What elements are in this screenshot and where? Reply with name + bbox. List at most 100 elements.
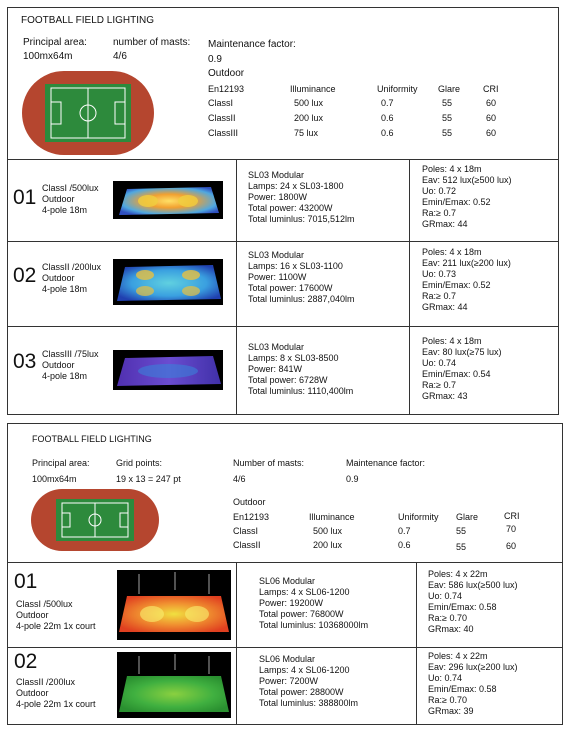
top-entry-2-result-eav: Eav: 211 lux(≥200 lux): [422, 258, 511, 268]
top-table-row1-glare: 55: [442, 98, 453, 108]
bottom-entry-2-result-poles: Poles: 4 x 22m: [428, 651, 488, 661]
bottom-entry-2-result-gr: GRmax: 39: [428, 706, 474, 716]
bottom-entry-2-spec-total-power: Total power: 28800W: [259, 687, 344, 697]
top-entry-3-spec-lamps: Lamps: 8 x SL03-8500: [248, 353, 339, 363]
bottom-table-row2-uniformity: 0.6: [398, 540, 411, 550]
top-table-row3-cri: 60: [486, 128, 497, 138]
top-entry-1-result-poles: Poles: 4 x 18m: [422, 164, 482, 174]
bottom-entry-1-result-poles: Poles: 4 x 22m: [428, 569, 488, 579]
top-title: FOOTBALL FIELD LIGHTING: [21, 15, 154, 26]
top-entry-2-spec-luminous: Total luminlus: 2887,040lm: [248, 294, 355, 304]
bottom-outdoor: Outdoor: [233, 497, 266, 507]
bottom-entry-1-spec-lamps: Lamps: 4 x SL06-1200: [259, 587, 350, 597]
top-table-row2-lux: 200 lux: [294, 113, 324, 123]
top-table-row1-class: ClassI: [208, 98, 234, 108]
top-col-divider-1: [236, 159, 237, 415]
top-entry-3-spec-total-power: Total power: 6728W: [248, 375, 328, 385]
top-entry-1-spec-luminous: Total luminlus: 7015,512lm: [248, 214, 355, 224]
bottom-grid-value: 19 x 13 = 247 pt: [116, 474, 181, 484]
top-entry-3-result-eav: Eav: 80 lux(≥75 lux): [422, 347, 502, 357]
illuminance-heatmap-5: [117, 652, 231, 718]
top-maintenance-value: 0.9: [208, 54, 222, 65]
illuminance-heatmap-2: [113, 259, 223, 305]
top-table-row2-uniformity: 0.6: [381, 113, 394, 123]
bottom-entry-2-outdoor: Outdoor: [16, 688, 49, 698]
top-entry-1-results: Poles: 4 x 18m Eav: 512 lux(≥500 lux) Uo…: [422, 164, 512, 230]
top-table-header-glare: Glare: [438, 84, 461, 94]
top-entry-2-spec-lamps: Lamps: 16 x SL03-1100: [248, 261, 343, 271]
top-entry-2-result-gr: GRmax: 44: [422, 302, 468, 312]
top-entry-3-class: ClassIII /75lux: [42, 349, 99, 359]
top-entry-1-spec-model: SL03 Modular: [248, 170, 305, 180]
bottom-entry-1-spec-model: SL06 Modular: [259, 576, 316, 586]
top-principal-area-label: Principal area:: [23, 37, 87, 48]
top-entry-2-spec-total-power: Total power: 17600W: [248, 283, 333, 293]
top-table-row3-uniformity: 0.6: [381, 128, 394, 138]
top-entry-2-result-ra: Ra:≥ 0.7: [422, 291, 456, 301]
top-entry-1-result-gr: GRmax: 44: [422, 219, 468, 229]
top-maintenance-label: Maintenance factor:: [208, 39, 296, 50]
top-entry-2-result-poles: Poles: 4 x 18m: [422, 247, 482, 257]
bottom-entry-1-poles: 4-pole 22m 1x court: [16, 621, 96, 631]
bottom-panel: [7, 423, 563, 725]
top-entry-3-specs: SL03 Modular Lamps: 8 x SL03-8500 Power:…: [248, 342, 353, 397]
bottom-entry-1-result-gr: GRmax: 40: [428, 624, 474, 634]
top-entry-3-number: 03: [13, 350, 37, 373]
bottom-entry-1-result-eav: Eav: 586 lux(≥500 lux): [428, 580, 518, 590]
top-table-row2-cri: 60: [486, 113, 497, 123]
bottom-entry-2-spec-model: SL06 Modular: [259, 654, 316, 664]
top-entry-1-outdoor: Outdoor: [42, 194, 75, 204]
top-entry-1-number: 01: [13, 186, 37, 209]
top-table-row2-class: ClassII: [208, 113, 236, 123]
bottom-table-row2-glare: 55: [456, 542, 467, 552]
top-entry-1-spec-total-power: Total power: 43200W: [248, 203, 333, 213]
top-table-row1-lux: 500 lux: [294, 98, 324, 108]
top-entry-3-spec-power: Power: 841W: [248, 364, 303, 374]
bottom-entry-2-spec-luminous: Total luminlus: 388800lm: [259, 698, 359, 708]
bottom-masts-label: Number of masts:: [233, 458, 305, 468]
top-table-header-standard: En12193: [208, 84, 245, 94]
top-entry-2-outdoor: Outdoor: [42, 273, 75, 283]
top-divider-3: [7, 326, 559, 327]
top-entry-1-poles: 4-pole 18m: [42, 205, 88, 215]
top-entry-2-specs: SL03 Modular Lamps: 16 x SL03-1100 Power…: [248, 250, 355, 305]
bottom-table-row2-class: ClassII: [233, 540, 261, 550]
top-entry-2-class: ClassII /200lux: [42, 262, 102, 272]
top-principal-area-value: 100mx64m: [23, 51, 73, 62]
top-entry-3-spec-model: SL03 Modular: [248, 342, 305, 352]
top-entry-1-result-ra: Ra:≥ 0.7: [422, 208, 456, 218]
bottom-entry-2-spec-lamps: Lamps: 4 x SL06-1200: [259, 665, 350, 675]
top-entry-3-result-ra: Ra:≥ 0.7: [422, 380, 456, 390]
top-table-row2-glare: 55: [442, 113, 453, 123]
top-entry-3-outdoor: Outdoor: [42, 360, 75, 370]
bottom-masts-value: 4/6: [233, 474, 246, 484]
stadium-icon: [22, 71, 154, 155]
top-entry-3-result-uo: Uo: 0.74: [422, 358, 457, 368]
bottom-col-divider-1: [236, 562, 237, 725]
bottom-entry-2-specs: SL06 Modular Lamps: 4 x SL06-1200 Power:…: [259, 654, 358, 709]
bottom-entry-1-spec-total-power: Total power: 76800W: [259, 609, 344, 619]
top-entry-3-spec-luminous: Total luminlus: 1110,400lm: [248, 386, 354, 396]
bottom-maintenance-label: Maintenance factor:: [346, 458, 426, 468]
bottom-table-row2-lux: 200 lux: [313, 540, 343, 550]
bottom-table-header-illuminance: Illuminance: [309, 512, 355, 522]
bottom-divider-1: [7, 562, 563, 563]
top-entry-3-results: Poles: 4 x 18m Eav: 80 lux(≥75 lux) Uo: …: [422, 336, 501, 402]
bottom-entry-2-number: 02: [14, 650, 38, 673]
top-table-row3-class: ClassIII: [208, 128, 239, 138]
top-entry-2-results: Poles: 4 x 18m Eav: 211 lux(≥200 lux) Uo…: [422, 247, 511, 313]
top-table-header-illuminance: Illuminance: [290, 84, 336, 94]
top-entry-3-result-poles: Poles: 4 x 18m: [422, 336, 482, 346]
bottom-entry-1-result-ra: Ra:≥ 0.70: [428, 613, 467, 623]
bottom-title: FOOTBALL FIELD LIGHTING: [32, 434, 152, 444]
top-entry-2-poles: 4-pole 18m: [42, 284, 88, 294]
bottom-table-row1-uniformity: 0.7: [398, 526, 411, 536]
top-table-row3-glare: 55: [442, 128, 453, 138]
top-outdoor: Outdoor: [208, 68, 245, 79]
top-entry-1-spec-lamps: Lamps: 24 x SL03-1800: [248, 181, 344, 191]
bottom-table-row1-glare: 55: [456, 526, 467, 536]
bottom-table-header-glare: Glare: [456, 512, 479, 522]
bottom-entry-1-result-emin: Emin/Emax: 0.58: [428, 602, 497, 612]
top-entry-3-result-gr: GRmax: 43: [422, 391, 468, 401]
top-entry-1-specs: SL03 Modular Lamps: 24 x SL03-1800 Power…: [248, 170, 355, 225]
